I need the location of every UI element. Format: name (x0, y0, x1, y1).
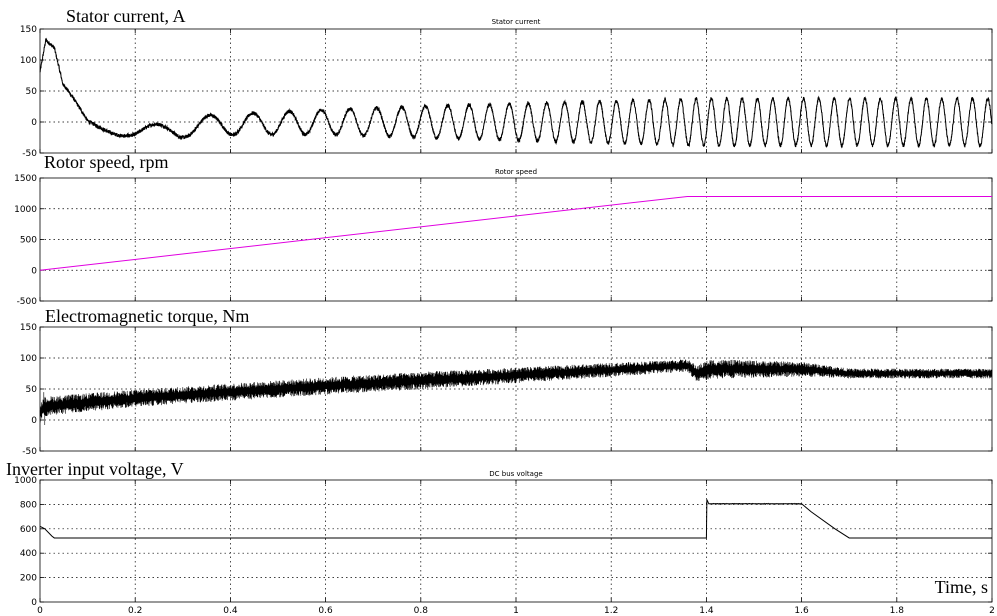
y-axis-label: Rotor speed, rpm (44, 152, 168, 172)
y-tick-label: 200 (20, 574, 37, 584)
x-tick-label: 1.4 (699, 606, 714, 616)
series-line-dc-bus-voltage (39, 499, 992, 539)
x-ticks: 0 0.2 0.4 0.6 0.8 1 1.2 1.4 1.6 1.8 2 (37, 480, 995, 616)
y-tick-label: 50 (26, 385, 38, 395)
panel-electromagnetic-torque: -50 0 50 100 150 Electromagnetic torque, Nm (20, 306, 993, 457)
y-tick-label: 0 (31, 118, 37, 128)
x-tick-label: 0.6 (318, 606, 333, 616)
series-line-stator-current (39, 37, 993, 149)
x-tick-label: 2 (989, 606, 995, 616)
grid-lines (40, 29, 992, 153)
y-tick-label: 1000 (14, 476, 37, 486)
panel-title: Rotor speed (495, 168, 537, 176)
y-tick-label: 100 (20, 354, 37, 364)
x-tick-label: 0.8 (414, 606, 429, 616)
x-tick-label: 0 (37, 606, 43, 616)
y-tick-label: 50 (26, 87, 38, 97)
y-tick-label: 1500 (14, 174, 37, 184)
y-ticks: 0 200 400 600 800 1000 (14, 476, 992, 608)
y-tick-label: 150 (20, 323, 37, 333)
y-tick-label: 1000 (14, 205, 37, 215)
x-tick-label: 1.6 (794, 606, 809, 616)
panel-title: DC bus voltage (489, 470, 542, 478)
x-tick-label: 0.2 (128, 606, 142, 616)
y-tick-label: -500 (17, 297, 38, 307)
y-tick-label: -50 (22, 149, 37, 159)
panel-rotor-speed: -500 0 500 1000 1500 Rotor speed Rotor speed… (14, 152, 993, 307)
x-tick-label: 1.2 (604, 606, 618, 616)
y-tick-label: -50 (22, 447, 37, 457)
series-band-electromagnetic-torque (39, 359, 993, 425)
y-tick-label: 0 (31, 416, 37, 426)
x-axis-label: Time, s (935, 577, 988, 597)
y-tick-label: 0 (31, 598, 37, 608)
y-axis-label: Stator current, A (66, 6, 185, 26)
grid-lines (40, 178, 992, 301)
y-tick-label: 0 (31, 266, 37, 276)
y-ticks: -50 0 50 100 150 (20, 323, 992, 457)
x-tick-label: 0.4 (223, 606, 238, 616)
panel-dc-bus-voltage: 0 200 400 600 800 1000 0 0.2 0.4 0.6 0.8 1 1.2 1.4 1.… (6, 459, 995, 616)
y-tick-label: 800 (20, 500, 37, 510)
panel-stator-current: -50 0 50 100 150 Stator current Stator curre… (20, 6, 993, 159)
series-line-rotor-speed (39, 195, 992, 271)
x-ticks (39, 178, 993, 301)
grid-lines (40, 480, 992, 602)
y-tick-label: 400 (20, 549, 37, 559)
y-axis-label: Electromagnetic torque, Nm (45, 306, 249, 326)
x-tick-label: 1 (513, 606, 519, 616)
y-tick-label: 150 (20, 25, 37, 35)
y-axis-label: Inverter input voltage, V (6, 459, 184, 479)
y-tick-label: 100 (20, 56, 37, 66)
x-ticks (39, 327, 993, 451)
y-tick-label: 500 (20, 236, 37, 246)
x-tick-label: 1.8 (890, 606, 905, 616)
y-tick-label: 600 (20, 525, 37, 535)
x-ticks (39, 29, 993, 153)
panel-title: Stator current (492, 18, 541, 26)
